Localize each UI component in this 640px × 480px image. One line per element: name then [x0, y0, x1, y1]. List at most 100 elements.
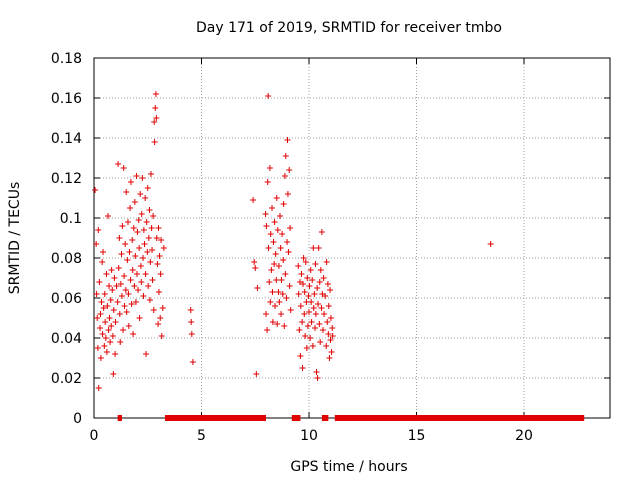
- data-point: [95, 385, 102, 391]
- data-point: [276, 213, 283, 219]
- data-point: [312, 311, 319, 317]
- data-point: [303, 345, 310, 351]
- data-point: [253, 371, 260, 377]
- data-point: [147, 259, 154, 265]
- data-point: [105, 327, 112, 333]
- data-point: [99, 259, 106, 265]
- data-point: [329, 333, 336, 339]
- data-point: [283, 295, 290, 301]
- data-point: [132, 253, 139, 259]
- data-point: [299, 319, 306, 325]
- data-point: [144, 249, 151, 255]
- data-point: [157, 315, 164, 321]
- data-point: [278, 277, 285, 283]
- grid-lines: [94, 58, 610, 418]
- data-point: [129, 267, 136, 273]
- data-point: [102, 335, 109, 341]
- data-point: [306, 309, 312, 315]
- data-point: [187, 307, 194, 313]
- data-point: [265, 93, 272, 99]
- y-tick-labels: 0 0.02 0.04 0.06 0.08 0.1 0.12 0.14 0.16 0.18: [51, 51, 82, 427]
- data-point: [316, 321, 323, 327]
- data-point: [280, 201, 287, 207]
- data-point: [112, 319, 119, 325]
- data-point: [300, 255, 307, 261]
- zero-value-segment: [291, 415, 301, 421]
- data-point: [327, 337, 334, 343]
- data-point: [314, 285, 321, 291]
- data-point: [296, 327, 303, 333]
- y-tick-label: 0.08: [51, 251, 82, 267]
- data-point: [251, 259, 258, 265]
- data-point: [143, 351, 150, 357]
- data-point: [304, 275, 311, 281]
- data-point: [120, 165, 127, 171]
- data-point: [284, 191, 291, 197]
- y-tick-label: 0.12: [51, 171, 82, 187]
- data-point: [328, 349, 335, 355]
- data-point: [117, 339, 124, 345]
- data-point: [270, 239, 277, 245]
- data-point: [97, 355, 104, 361]
- data-point: [284, 137, 291, 143]
- data-point: [277, 245, 284, 251]
- data-point: [297, 353, 304, 359]
- data-point: [131, 283, 138, 289]
- data-point: [142, 195, 149, 201]
- data-point: [109, 287, 116, 293]
- y-tick-label: 0.06: [51, 291, 82, 307]
- data-point: [265, 245, 272, 251]
- data-point: [158, 237, 165, 243]
- data-point: [325, 303, 332, 309]
- data-point: [305, 293, 312, 299]
- data-point: [149, 277, 156, 283]
- data-point: [100, 249, 107, 255]
- data-point: [269, 319, 276, 325]
- data-point: [267, 231, 274, 237]
- y-tick-label: 0.04: [51, 331, 82, 347]
- data-point: [143, 219, 150, 225]
- x-tick-label: 5: [197, 428, 206, 444]
- data-point: [133, 173, 140, 179]
- data-point: [117, 281, 124, 287]
- data-point: [125, 323, 132, 329]
- data-point: [140, 227, 147, 233]
- data-point: [94, 315, 101, 321]
- data-point: [273, 277, 280, 283]
- data-point: [266, 279, 273, 285]
- data-point: [130, 331, 137, 337]
- data-point: [126, 249, 133, 255]
- data-point: [138, 279, 145, 285]
- data-point: [307, 267, 314, 273]
- data-point: [297, 303, 304, 309]
- data-point: [134, 229, 141, 235]
- data-point: [263, 311, 269, 317]
- data-point: [312, 261, 319, 267]
- y-tick-label: 0.1: [60, 211, 82, 227]
- data-point: [140, 255, 147, 261]
- data-point: [130, 225, 137, 231]
- data-point: [93, 241, 100, 247]
- data-point: [97, 311, 104, 317]
- data-point: [95, 227, 102, 233]
- data-point: [160, 245, 167, 251]
- data-point: [127, 205, 134, 211]
- data-point: [312, 325, 319, 331]
- data-point: [310, 305, 317, 311]
- data-point: [141, 241, 148, 247]
- data-point: [287, 307, 294, 313]
- data-point: [125, 291, 132, 297]
- data-point: [123, 189, 130, 195]
- data-point: [119, 223, 126, 229]
- data-point: [324, 319, 331, 325]
- data-point: [323, 259, 330, 265]
- data-point: [137, 263, 144, 269]
- data-point: [101, 291, 108, 297]
- data-point: [301, 289, 308, 295]
- data-point: [306, 283, 313, 289]
- data-point: [311, 291, 318, 297]
- data-point: [107, 297, 114, 303]
- data-point: [279, 291, 286, 297]
- data-point: [127, 277, 134, 283]
